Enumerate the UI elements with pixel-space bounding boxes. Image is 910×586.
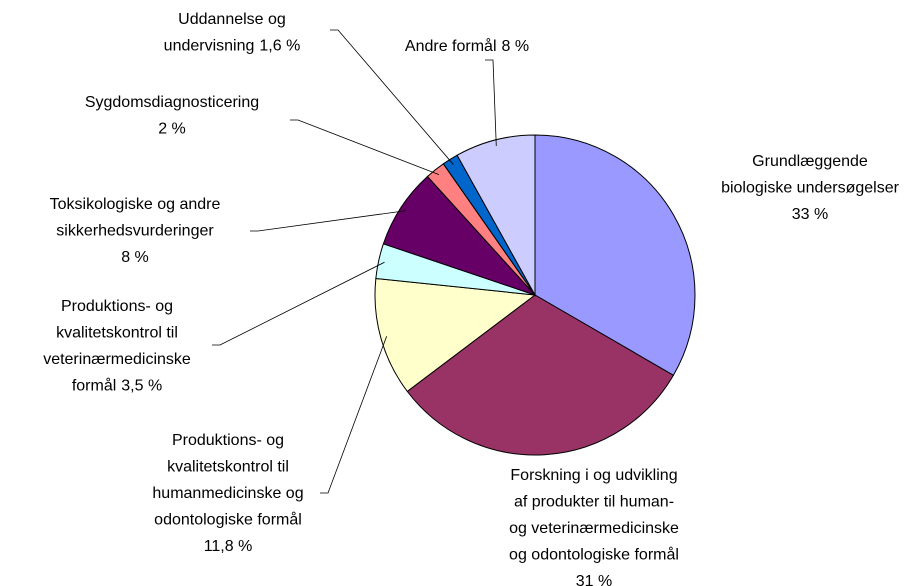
leader-line <box>330 29 454 165</box>
label-line: af produkter til human- <box>514 494 674 511</box>
value-label: 8 % <box>121 249 149 266</box>
slice-label: sikkerhedsvurderinger <box>56 223 214 240</box>
label-line: sikkerhedsvurderinger <box>56 223 214 240</box>
slice-label: Toksikologiske og andre <box>50 196 221 213</box>
pie-slice <box>534 134 696 376</box>
label-line: og odontologiske formål <box>509 546 679 564</box>
slice-label: Grundlæggende <box>752 153 868 170</box>
label-line: kvalitetskontrol til <box>56 325 178 342</box>
label-line: Produktions- og <box>172 432 284 449</box>
label-line: og veterinærmedicinske <box>509 520 679 537</box>
label-line: Uddannelse og <box>178 11 286 28</box>
value-label: 8 % <box>502 38 530 55</box>
leader-line <box>320 336 388 494</box>
leader-line <box>485 59 497 146</box>
slice-label: humanmedicinske og <box>152 485 303 502</box>
value-label: 2 % <box>158 121 186 138</box>
pie-slice <box>374 277 537 393</box>
slice-label: kvalitetskontrol til <box>56 325 178 342</box>
pie-slice <box>406 294 675 456</box>
pie-slice <box>456 134 536 297</box>
slice-label: odontologiske formål <box>154 511 302 529</box>
label-line: odontologiske formål <box>154 511 302 529</box>
label-line: Sygdomsdiagnosticering <box>85 94 259 111</box>
label-line: kvalitetskontrol til <box>167 459 289 476</box>
slice-label: Produktions- og <box>172 432 284 449</box>
label-line: Forskning i og udvikling <box>510 467 677 484</box>
slice-label: og veterinærmedicinske <box>509 520 679 537</box>
slice-label: Uddannelse og <box>178 11 286 28</box>
slice-label: Forskning i og udvikling <box>510 467 677 484</box>
slice-label: undervisning 1,6 % <box>164 38 301 55</box>
label-line: Andre formål <box>405 37 497 55</box>
value-label: 11,8 % <box>204 538 253 555</box>
slice-label: kvalitetskontrol til <box>167 459 289 476</box>
label-line: Grundlæggende <box>752 153 868 170</box>
slice-label: Produktions- og <box>61 298 173 315</box>
value-label: 1,6 % <box>259 38 300 55</box>
slice-label: Andre formål 8 % <box>405 37 529 55</box>
label-line: veterinærmedicinske <box>43 351 191 368</box>
leader-line <box>290 119 440 175</box>
leader-line <box>250 210 407 232</box>
leader-line <box>212 261 385 346</box>
slice-label: af produkter til human- <box>514 494 674 511</box>
value-label: 31 % <box>576 573 612 586</box>
slice-label: formål 3,5 % <box>72 377 162 395</box>
value-label: 33 % <box>792 206 828 223</box>
label-line: Toksikologiske og andre <box>50 196 221 213</box>
label-line: Produktions- og <box>61 298 173 315</box>
slice-label: biologiske undersøgelser <box>721 180 900 197</box>
label-line: biologiske undersøgelser <box>721 180 900 197</box>
slice-label: og odontologiske formål <box>509 546 679 564</box>
label-line: formål <box>72 377 116 395</box>
label-line: undervisning <box>164 38 255 55</box>
slice-label: veterinærmedicinske <box>43 351 191 368</box>
label-line: humanmedicinske og <box>152 485 303 502</box>
value-label: 3,5 % <box>121 378 162 395</box>
slice-label: Sygdomsdiagnosticering <box>85 94 259 111</box>
